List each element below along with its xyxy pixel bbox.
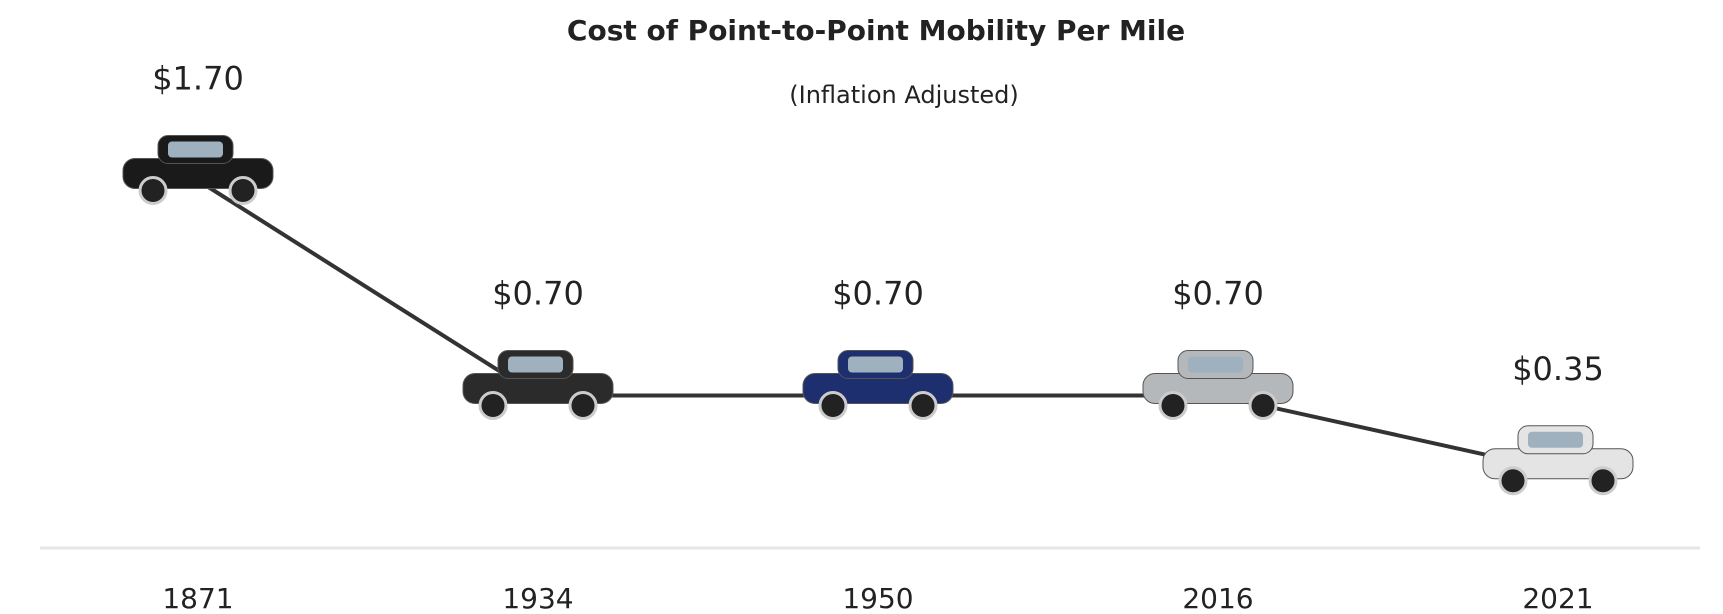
chart-subtitle: (Inflation Adjusted) xyxy=(789,81,1018,109)
x-tick-label: 2016 xyxy=(1182,582,1253,614)
chart-title: Cost of Point-to-Point Mobility Per Mile xyxy=(567,14,1185,47)
value-label: $1.70 xyxy=(152,60,244,98)
vehicle-wheel xyxy=(1590,468,1616,494)
cost-line xyxy=(198,181,1558,471)
value-label: $0.35 xyxy=(1512,350,1604,388)
vehicle-wheel xyxy=(140,178,166,204)
vehicle-wheel xyxy=(570,393,596,419)
vehicle-window xyxy=(168,142,223,158)
vehicle-wheel xyxy=(1160,393,1186,419)
vehicle-wheel xyxy=(230,178,256,204)
value-label: $0.70 xyxy=(832,275,924,313)
vehicle-window xyxy=(508,357,563,373)
value-label: $0.70 xyxy=(492,275,584,313)
vehicle-wheel xyxy=(480,393,506,419)
x-tick-label: 1934 xyxy=(502,582,573,614)
vehicle-window xyxy=(1528,432,1583,448)
chart: Cost of Point-to-Point Mobility Per Mile… xyxy=(0,0,1723,614)
vehicle-wheel xyxy=(910,393,936,419)
vehicle-window xyxy=(848,357,903,373)
vehicle-window xyxy=(1188,357,1243,373)
vehicle-marker xyxy=(803,351,953,419)
vehicle-marker xyxy=(1143,351,1293,419)
vehicle-wheel xyxy=(820,393,846,419)
vehicle-marker xyxy=(1483,426,1633,494)
vehicle-wheel xyxy=(1500,468,1526,494)
vehicle-wheel xyxy=(1250,393,1276,419)
value-label: $0.70 xyxy=(1172,275,1264,313)
x-tick-label: 1950 xyxy=(842,582,913,614)
vehicle-marker xyxy=(123,136,273,204)
x-tick-label: 1871 xyxy=(162,582,233,614)
x-tick-label: 2021 xyxy=(1522,582,1593,614)
